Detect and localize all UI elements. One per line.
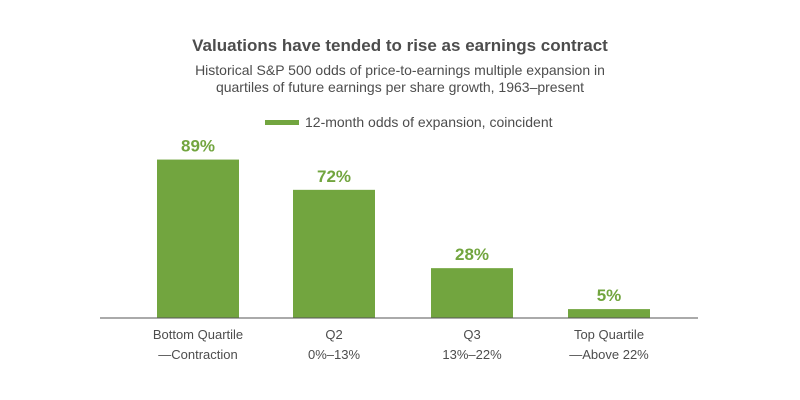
tick-label-2-line-1: Q2	[325, 327, 342, 342]
tick-label-3-line-2: 13%–22%	[442, 347, 502, 362]
bar-1	[157, 159, 239, 318]
subtitle-line-1: Historical S&P 500 odds of price-to-earn…	[195, 62, 605, 78]
chart-legend: 12-month odds of expansion, coincident	[265, 114, 553, 130]
value-label-3: 28%	[455, 245, 489, 264]
subtitle-line-2: quartiles of future earnings per share g…	[215, 79, 585, 95]
value-label-1: 89%	[181, 137, 215, 156]
tick-labels-group: Bottom Quartile —Contraction Q2 0%–13% Q3 13%…	[153, 327, 649, 362]
tick-label-1-line-2: —Contraction	[158, 347, 237, 362]
bar-3	[431, 268, 513, 318]
bar-4	[568, 309, 650, 318]
tick-label-3-line-1: Q3	[463, 327, 480, 342]
tick-label-4-line-2: —Above 22%	[569, 347, 649, 362]
bar-2	[293, 189, 375, 318]
tick-label-4-line-1: Top Quartile	[574, 327, 644, 342]
tick-label-2-line-2: 0%–13%	[308, 347, 360, 362]
value-labels-group: 89% 72% 28% 5%	[181, 137, 621, 306]
legend-label: 12-month odds of expansion, coincident	[305, 114, 553, 130]
chart-title: Valuations have tended to rise as earnin…	[192, 36, 608, 55]
value-label-2: 72%	[317, 167, 351, 186]
tick-label-1-line-1: Bottom Quartile	[153, 327, 243, 342]
chart-subtitle: Historical S&P 500 odds of price-to-earn…	[0, 62, 800, 96]
legend-swatch	[265, 119, 299, 125]
value-label-4: 5%	[597, 286, 622, 305]
bars-group	[157, 159, 650, 318]
